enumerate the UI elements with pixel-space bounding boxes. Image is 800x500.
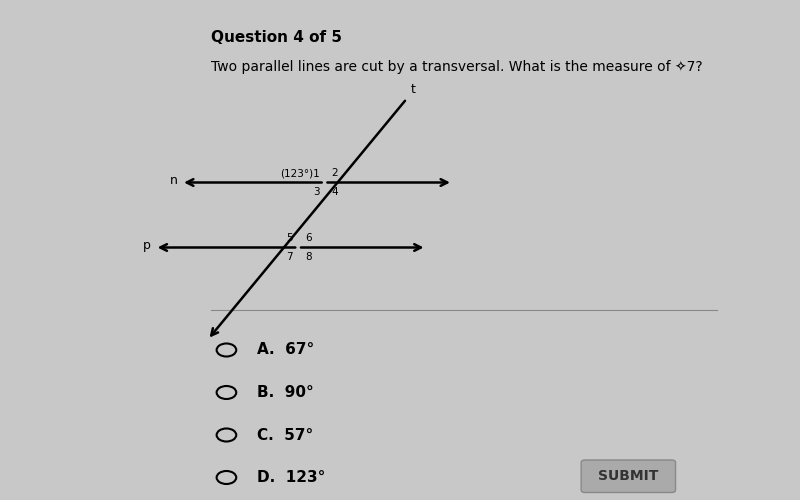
Text: p: p	[143, 238, 151, 252]
Text: D.  123°: D. 123°	[257, 470, 325, 485]
Text: n: n	[170, 174, 178, 186]
Text: 8: 8	[305, 252, 311, 262]
Text: A.  67°: A. 67°	[257, 342, 314, 357]
Text: 6: 6	[305, 233, 311, 243]
Text: C.  57°: C. 57°	[257, 428, 313, 442]
Text: 2: 2	[331, 168, 338, 178]
Text: Two parallel lines are cut by a transversal. What is the measure of ✧7?: Two parallel lines are cut by a transver…	[211, 60, 703, 74]
Text: B.  90°: B. 90°	[257, 385, 314, 400]
Text: SUBMIT: SUBMIT	[598, 469, 658, 483]
Text: 7: 7	[286, 252, 293, 262]
Text: Question 4 of 5: Question 4 of 5	[211, 30, 342, 45]
Text: t: t	[410, 83, 415, 96]
Text: 5: 5	[286, 233, 293, 243]
FancyBboxPatch shape	[581, 460, 675, 492]
Text: (123°)1: (123°)1	[280, 168, 319, 178]
Text: 3: 3	[313, 187, 319, 197]
Text: 4: 4	[331, 187, 338, 197]
